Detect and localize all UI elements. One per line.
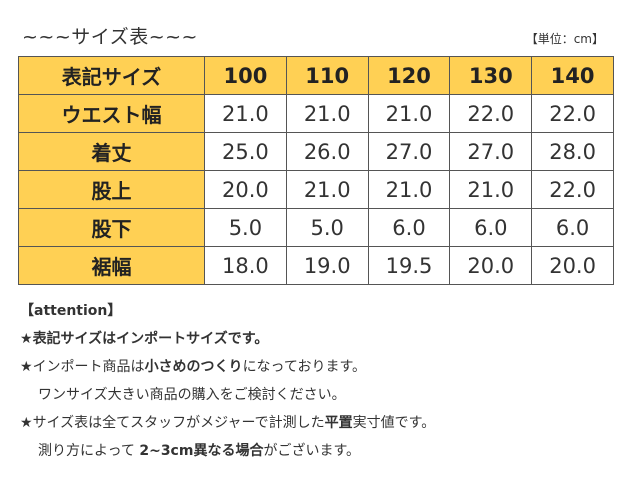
table-cell: 21.0 <box>367 170 451 209</box>
table-header-row: 表記サイズ 100 110 120 130 140 <box>18 56 614 95</box>
table-cell: 22.0 <box>531 170 614 209</box>
note-text: サイズ表は全てスタッフがメジャーで計測した <box>32 415 325 431</box>
table-cell: 22.0 <box>531 94 614 133</box>
table-cell: 20.0 <box>204 170 287 209</box>
note-text: 実寸値です。 <box>352 415 436 431</box>
table-cell: 21.0 <box>449 170 533 209</box>
note-text: になっております。 <box>242 359 367 375</box>
table-row: ウエスト幅 21.0 21.0 21.0 22.0 22.0 <box>18 94 614 133</box>
table-cell: 5.0 <box>204 208 287 247</box>
page-title: ~~~サイズ表~~~ <box>22 26 198 48</box>
table-cell: 21.0 <box>367 94 451 133</box>
table-cell: 21.0 <box>285 170 369 209</box>
note-emphasis: 平置 <box>324 415 353 431</box>
note-text: 表記サイズはインポートサイズです。 <box>32 331 269 347</box>
table-cell: 20.0 <box>531 246 614 285</box>
table-cell: 6.0 <box>449 208 533 247</box>
note-text: がございます。 <box>263 443 361 459</box>
note-emphasis: 小さめのつくり <box>144 359 243 375</box>
note-text: インポート商品は <box>32 359 145 375</box>
note-line-1: ★表記サイズはインポートサイズです。 <box>20 325 620 353</box>
unit-label: 【単位：cm】 <box>525 32 604 46</box>
attention-notes: 【attention】 ★表記サイズはインポートサイズです。 ★インポート商品は… <box>20 297 620 465</box>
star-icon: ★ <box>20 415 33 431</box>
table-cell: 19.0 <box>285 246 369 285</box>
table-cell: 27.0 <box>367 132 451 171</box>
row-label-hem: 裾幅 <box>18 246 205 285</box>
size-column-header: 100 <box>204 56 287 95</box>
table-cell: 5.0 <box>285 208 369 247</box>
table-cell: 6.0 <box>531 208 614 247</box>
table-cell: 25.0 <box>204 132 287 171</box>
size-column-header: 140 <box>531 56 614 95</box>
note-line-3: ワンサイズ大きい商品の購入をご検討ください。 <box>38 387 346 403</box>
star-icon: ★ <box>20 359 33 375</box>
table-cell: 21.0 <box>204 94 287 133</box>
table-cell: 21.0 <box>285 94 369 133</box>
table-cell: 28.0 <box>531 132 614 171</box>
note-text: 測り方によって <box>38 443 140 459</box>
table-cell: 27.0 <box>449 132 533 171</box>
row-label-rise: 股上 <box>18 170 205 209</box>
table-row: 股上 20.0 21.0 21.0 21.0 22.0 <box>18 170 614 209</box>
table-row: 裾幅 18.0 19.0 19.5 20.0 20.0 <box>18 246 614 285</box>
note-line-5: 測り方によって 2~3cm異なる場合がございます。 <box>20 437 620 465</box>
table-cell: 20.0 <box>449 246 533 285</box>
row-label-waist: ウエスト幅 <box>18 94 205 133</box>
table-cell: 18.0 <box>204 246 287 285</box>
table-cell: 22.0 <box>449 94 533 133</box>
note-line-4: ★サイズ表は全てスタッフがメジャーで計測した平置実寸値です。 <box>20 409 620 437</box>
note-emphasis: 2~3cm異なる場合 <box>139 443 264 459</box>
size-column-header: 110 <box>285 56 369 95</box>
star-icon: ★ <box>20 331 33 347</box>
table-row: 股下 5.0 5.0 6.0 6.0 6.0 <box>18 208 614 247</box>
size-column-header: 120 <box>367 56 451 95</box>
attention-heading: 【attention】 <box>20 303 122 319</box>
note-line-2: ★インポート商品は小さめのつくりになっております。 <box>20 353 620 381</box>
size-table: 表記サイズ 100 110 120 130 140 ウエスト幅 21.0 21.… <box>18 56 614 285</box>
table-cell: 26.0 <box>285 132 369 171</box>
row-label-inseam: 股下 <box>18 208 205 247</box>
size-column-header: 130 <box>449 56 533 95</box>
table-row: 着丈 25.0 26.0 27.0 27.0 28.0 <box>18 132 614 171</box>
size-label-header: 表記サイズ <box>18 56 205 95</box>
table-cell: 19.5 <box>367 246 451 285</box>
table-cell: 6.0 <box>367 208 451 247</box>
row-label-length: 着丈 <box>18 132 205 171</box>
